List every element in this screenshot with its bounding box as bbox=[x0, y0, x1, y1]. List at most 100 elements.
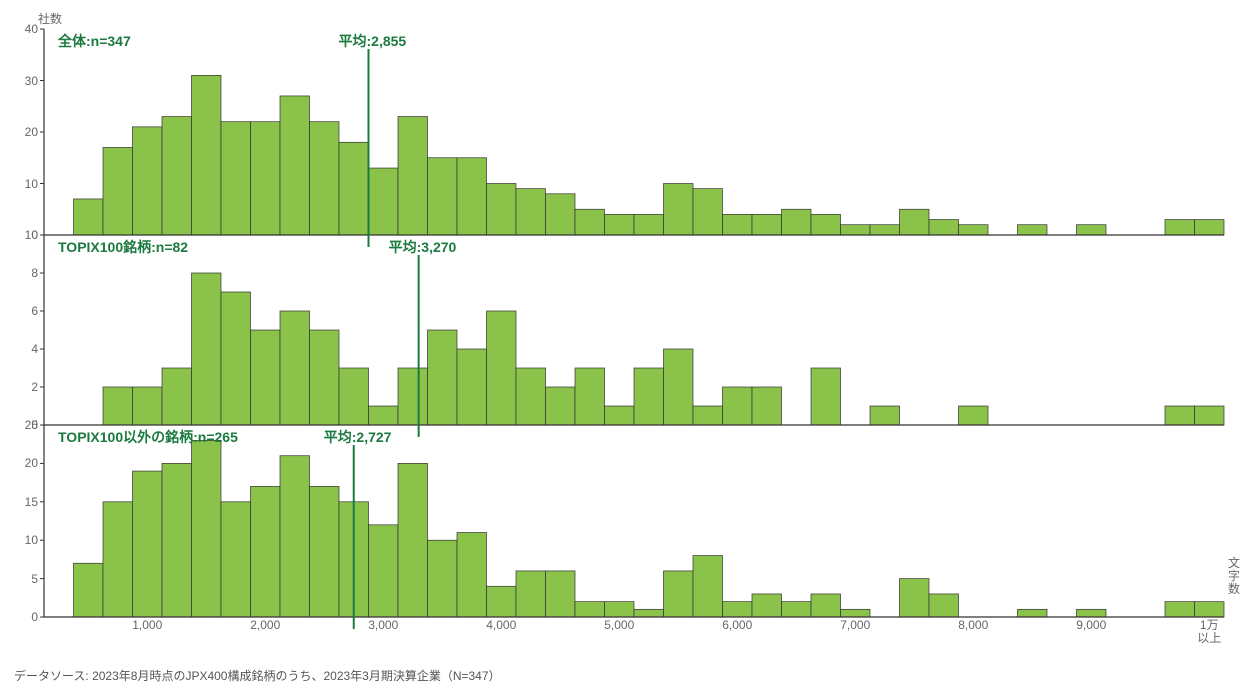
x-tick: 8,000 bbox=[958, 619, 988, 632]
histogram-bar bbox=[457, 533, 487, 617]
y-tick: 20 bbox=[10, 125, 38, 139]
y-ticks: 0246810 bbox=[10, 235, 40, 425]
histogram-bar bbox=[310, 330, 340, 425]
histogram-bar bbox=[74, 563, 104, 617]
histogram-panel-nontopix: TOPIX100以外の銘柄:n=2650510152025平均:2,727 bbox=[44, 425, 1227, 617]
y-tick: 10 bbox=[10, 533, 38, 547]
histogram-bar bbox=[221, 502, 251, 617]
histogram-bar bbox=[1165, 602, 1195, 617]
y-tick: 15 bbox=[10, 495, 38, 509]
x-tick: 5,000 bbox=[604, 619, 634, 632]
histogram-bar bbox=[369, 168, 399, 235]
histogram-bar bbox=[1018, 225, 1048, 235]
histogram-bar bbox=[428, 540, 458, 617]
histogram-svg bbox=[44, 425, 1224, 617]
histogram-bar bbox=[1195, 602, 1225, 617]
histogram-bar bbox=[811, 368, 841, 425]
avg-label: 平均:2,855 bbox=[339, 31, 407, 51]
histogram-bar bbox=[841, 609, 871, 617]
histogram-bar bbox=[221, 122, 251, 235]
panel-label: 全体:n=347 bbox=[58, 31, 131, 51]
histogram-bar bbox=[251, 122, 281, 235]
histogram-bar bbox=[1018, 609, 1048, 617]
y-ticks: 010203040 bbox=[10, 29, 40, 235]
histogram-bar bbox=[634, 368, 664, 425]
histogram-bar bbox=[723, 602, 753, 617]
data-source-footer: データソース: 2023年8月時点のJPX400構成銘柄のうち、2023年3月期… bbox=[14, 667, 1227, 684]
y-tick: 20 bbox=[10, 456, 38, 470]
histogram-bar bbox=[339, 368, 369, 425]
x-axis-title: 文字数 bbox=[1228, 557, 1240, 597]
histogram-bar bbox=[516, 189, 546, 235]
histogram-bar bbox=[546, 194, 576, 235]
histogram-bar bbox=[1077, 225, 1107, 235]
histogram-bar bbox=[398, 368, 428, 425]
histogram-bar bbox=[280, 96, 310, 235]
histogram-bar bbox=[192, 273, 222, 425]
histogram-bar bbox=[428, 330, 458, 425]
histogram-bar bbox=[221, 292, 251, 425]
histogram-bar bbox=[693, 556, 723, 617]
histogram-bar bbox=[369, 406, 399, 425]
histogram-bar bbox=[900, 579, 930, 617]
histogram-bar bbox=[752, 214, 782, 235]
histogram-bar bbox=[457, 158, 487, 235]
histogram-bar bbox=[457, 349, 487, 425]
histogram-bar bbox=[929, 594, 959, 617]
y-tick: 6 bbox=[10, 304, 38, 318]
histogram-bar bbox=[280, 456, 310, 617]
histogram-bar bbox=[782, 209, 812, 235]
histogram-bar bbox=[133, 471, 163, 617]
histogram-bar bbox=[605, 602, 635, 617]
histogram-bar bbox=[133, 387, 163, 425]
histogram-bar bbox=[811, 594, 841, 617]
histogram-bar bbox=[752, 387, 782, 425]
histogram-bar bbox=[369, 525, 399, 617]
histogram-bar bbox=[162, 368, 192, 425]
histogram-bar bbox=[752, 594, 782, 617]
x-tick: 1万以上 bbox=[1197, 619, 1221, 645]
chart-stack: 全体:n=347010203040平均:2,855TOPIX100銘柄:n=82… bbox=[10, 29, 1227, 639]
histogram-bar bbox=[516, 368, 546, 425]
histogram-bar bbox=[103, 502, 133, 617]
y-tick: 0 bbox=[10, 610, 38, 624]
histogram-bar bbox=[664, 571, 694, 617]
y-tick: 8 bbox=[10, 266, 38, 280]
histogram-bar bbox=[959, 225, 989, 235]
histogram-bar bbox=[634, 609, 664, 617]
histogram-bar bbox=[870, 225, 900, 235]
histogram-bar bbox=[811, 214, 841, 235]
histogram-bar bbox=[959, 406, 989, 425]
histogram-bar bbox=[723, 214, 753, 235]
histogram-bar bbox=[575, 209, 605, 235]
histogram-bar bbox=[103, 387, 133, 425]
histogram-bar bbox=[1195, 406, 1225, 425]
histogram-svg bbox=[44, 29, 1224, 235]
histogram-bar bbox=[575, 602, 605, 617]
histogram-bar bbox=[605, 214, 635, 235]
x-tick: 1,000 bbox=[132, 619, 162, 632]
histogram-bar bbox=[103, 147, 133, 235]
histogram-panel-topix100: TOPIX100銘柄:n=820246810平均:3,270 bbox=[44, 235, 1227, 425]
y-tick: 4 bbox=[10, 342, 38, 356]
histogram-bar bbox=[1077, 609, 1107, 617]
y-tick: 5 bbox=[10, 572, 38, 586]
histogram-bar bbox=[575, 368, 605, 425]
histogram-bar bbox=[605, 406, 635, 425]
histogram-bar bbox=[487, 586, 517, 617]
histogram-bar bbox=[664, 349, 694, 425]
y-tick: 30 bbox=[10, 74, 38, 88]
histogram-bar bbox=[398, 117, 428, 235]
histogram-svg bbox=[44, 235, 1224, 425]
x-tick: 9,000 bbox=[1076, 619, 1106, 632]
histogram-bar bbox=[310, 122, 340, 235]
histogram-bar bbox=[162, 117, 192, 235]
histogram-bar bbox=[192, 75, 222, 235]
histogram-bar bbox=[782, 602, 812, 617]
x-axis-ticks: 1,0002,0003,0004,0005,0006,0007,0008,000… bbox=[44, 617, 1224, 639]
y-tick: 25 bbox=[10, 418, 38, 432]
y-tick: 40 bbox=[10, 22, 38, 36]
avg-label: 平均:3,270 bbox=[389, 237, 457, 257]
histogram-bar bbox=[870, 406, 900, 425]
histogram-bar bbox=[487, 184, 517, 236]
